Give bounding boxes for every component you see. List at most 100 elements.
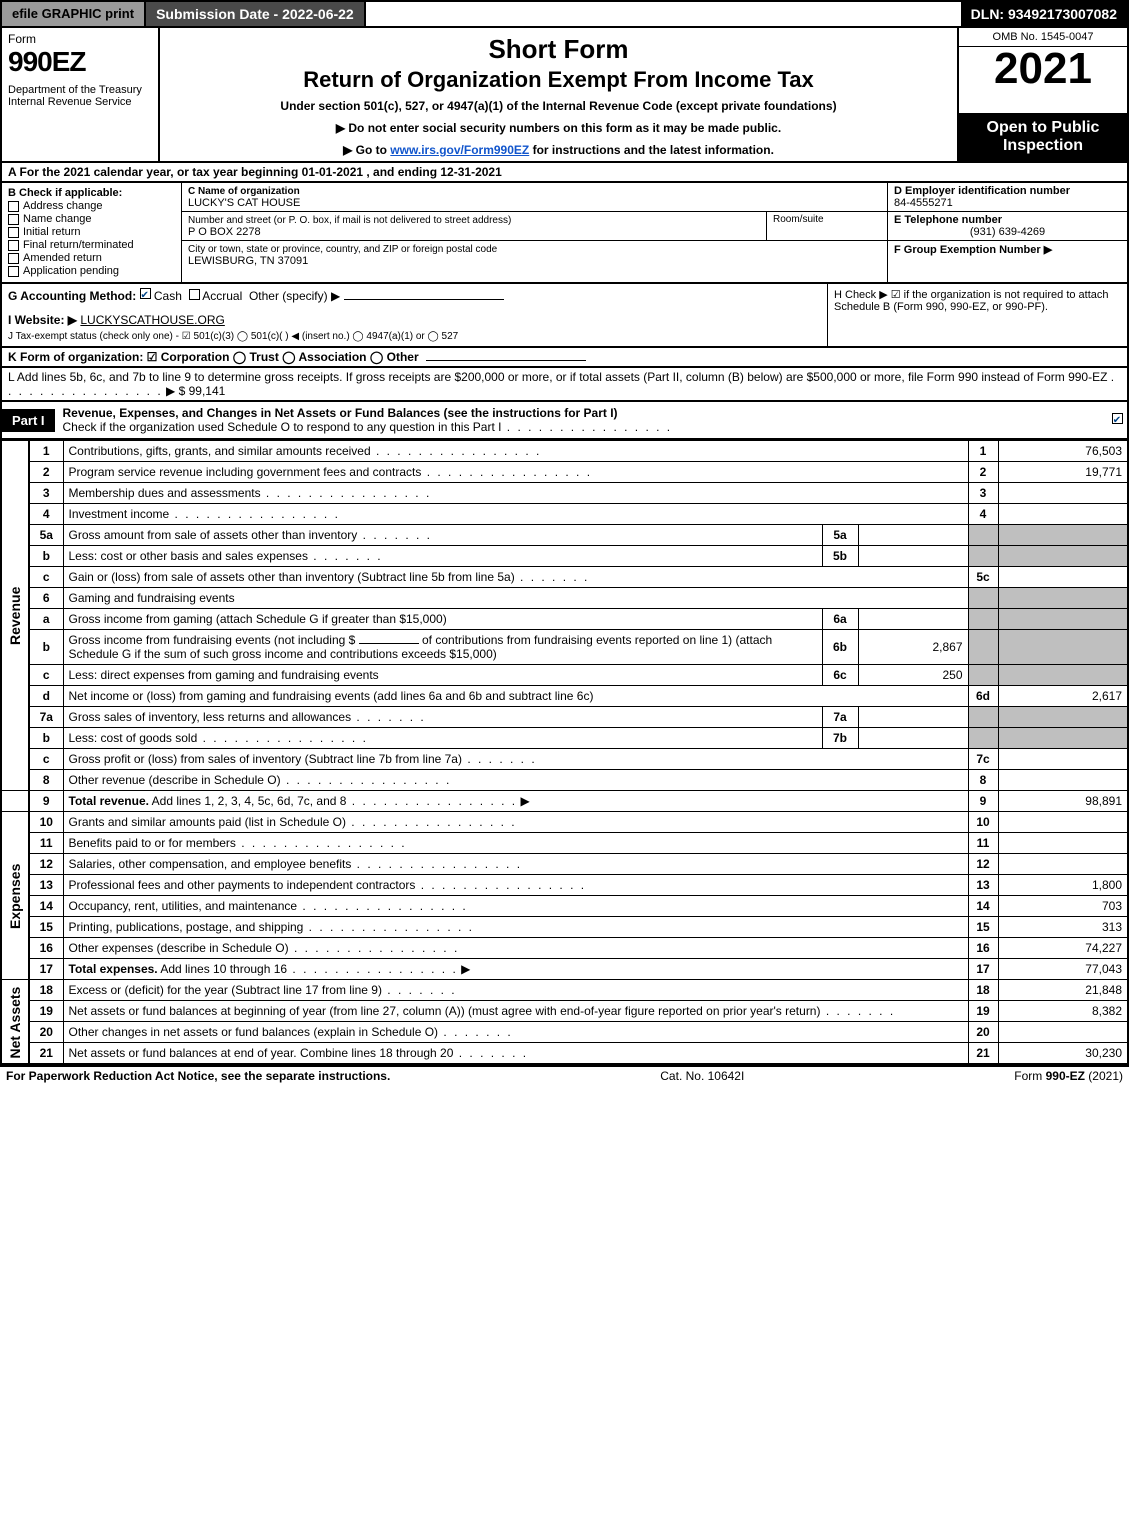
irs-link[interactable]: www.irs.gov/Form990EZ (390, 143, 529, 157)
ln-11-desc: Benefits paid to or for members (63, 833, 968, 854)
checkbox-accrual[interactable] (189, 289, 200, 300)
k-other-line[interactable] (426, 360, 586, 361)
header-mid: Short Form Return of Organization Exempt… (160, 28, 957, 161)
checkbox-final-return[interactable] (8, 240, 19, 251)
ln-10-desc: Grants and similar amounts paid (list in… (63, 812, 968, 833)
ln-6b-blank[interactable] (359, 643, 419, 644)
ln-20-rnum: 20 (968, 1022, 998, 1043)
ln-7c-desc: Gross profit or (loss) from sales of inv… (63, 749, 968, 770)
ln-4-num: 4 (29, 504, 63, 525)
ln-5a-mn: 5a (822, 525, 858, 546)
street-label: Number and street (or P. O. box, if mail… (188, 215, 511, 226)
checkbox-initial-return[interactable] (8, 227, 19, 238)
ln-5b-num: b (29, 546, 63, 567)
org-city: LEWISBURG, TN 37091 (188, 255, 308, 267)
ln-6d-amt: 2,617 (998, 686, 1128, 707)
ln-13-rnum: 13 (968, 875, 998, 896)
page-footer: For Paperwork Reduction Act Notice, see … (0, 1065, 1129, 1085)
g-other-line[interactable] (344, 299, 504, 300)
part1-subtitle: Check if the organization used Schedule … (63, 420, 502, 434)
c-city-block: City or town, state or province, country… (182, 241, 887, 269)
ln-8-text: Other revenue (describe in Schedule O) (69, 773, 452, 787)
ln-6c-shade-amt (998, 665, 1128, 686)
ln-5c-desc: Gain or (loss) from sale of assets other… (63, 567, 968, 588)
city-label: City or town, state or province, country… (188, 244, 497, 255)
ln-20-text: Other changes in net assets or fund bala… (69, 1025, 513, 1039)
e-tel-block: E Telephone number (931) 639-4269 (888, 212, 1127, 241)
ln-6c-ma: 250 (858, 665, 968, 686)
ln-3-rnum: 3 (968, 483, 998, 504)
short-form-title: Short Form (168, 34, 949, 65)
department-label: Department of the Treasury Internal Reve… (8, 84, 152, 108)
l-amount: 99,141 (189, 384, 226, 398)
checkbox-schedule-o[interactable] (1112, 413, 1123, 424)
ln-15-amt: 313 (998, 917, 1128, 938)
ln-21-text: Net assets or fund balances at end of ye… (69, 1046, 529, 1060)
ln-13-text: Professional fees and other payments to … (69, 878, 587, 892)
ln-6c-desc: Less: direct expenses from gaming and fu… (63, 665, 822, 686)
ln-6b-pre: Gross income from fundraising events (no… (69, 633, 356, 647)
footer-left: For Paperwork Reduction Act Notice, see … (6, 1069, 390, 1083)
ln-2-num: 2 (29, 462, 63, 483)
ln-9-rnum: 9 (968, 791, 998, 812)
ln-8-num: 8 (29, 770, 63, 791)
ln-1-rnum: 1 (968, 441, 998, 462)
ln-7a-text: Gross sales of inventory, less returns a… (69, 710, 426, 724)
checkbox-application-pending[interactable] (8, 266, 19, 277)
ln-19-desc: Net assets or fund balances at beginning… (63, 1001, 968, 1022)
i-label: I Website: ▶ (8, 313, 77, 327)
ln-5a-text: Gross amount from sale of assets other t… (69, 528, 433, 542)
col-gij: G Accounting Method: Cash Accrual Other … (2, 284, 827, 346)
ein-value: 84-4555271 (894, 197, 953, 209)
ln-3-text: Membership dues and assessments (69, 486, 432, 500)
org-street: P O BOX 2278 (188, 226, 261, 238)
ln-9-bold: Total revenue. (69, 794, 149, 808)
ln-10-amt (998, 812, 1128, 833)
ln-17-num: 17 (29, 959, 63, 980)
ln-7c-rnum: 7c (968, 749, 998, 770)
ln-6d-desc: Net income or (loss) from gaming and fun… (63, 686, 968, 707)
ln-6-num: 6 (29, 588, 63, 609)
col-c-org: C Name of organization LUCKY'S CAT HOUSE… (182, 183, 887, 282)
ln-13-amt: 1,800 (998, 875, 1128, 896)
ln-7a-num: 7a (29, 707, 63, 728)
opt-amended-return: Amended return (23, 252, 102, 264)
checkbox-cash[interactable] (140, 288, 151, 299)
ln-6b-shade (968, 630, 998, 665)
ln-3-amt (998, 483, 1128, 504)
ln-4-rnum: 4 (968, 504, 998, 525)
ln-14-num: 14 (29, 896, 63, 917)
ln-20-amt (998, 1022, 1128, 1043)
ln-17-dots (287, 962, 458, 976)
ln-6c-shade (968, 665, 998, 686)
ln-2-amt: 19,771 (998, 462, 1128, 483)
ln-21-rnum: 21 (968, 1043, 998, 1065)
ln-6a-shade-amt (998, 609, 1128, 630)
checkbox-name-change[interactable] (8, 214, 19, 225)
ln-11-num: 11 (29, 833, 63, 854)
header-right: OMB No. 1545-0047 2021 Open to Public In… (957, 28, 1127, 161)
ln-6b-shade-amt (998, 630, 1128, 665)
part1-title-block: Revenue, Expenses, and Changes in Net As… (55, 402, 1107, 438)
f-label: F Group Exemption Number ▶ (894, 244, 1052, 256)
checkbox-amended-return[interactable] (8, 253, 19, 264)
ln-10-num: 10 (29, 812, 63, 833)
ln-5b-ma (858, 546, 968, 567)
website-value[interactable]: LUCKYSCATHOUSE.ORG (80, 313, 224, 327)
ln-5b-shade-amt (998, 546, 1128, 567)
tax-year: 2021 (959, 47, 1127, 91)
opt-final-return: Final return/terminated (23, 239, 134, 251)
c-name-block: C Name of organization LUCKY'S CAT HOUSE (182, 183, 887, 212)
ln-7c-amt (998, 749, 1128, 770)
efile-print-button[interactable]: efile GRAPHIC print (2, 2, 146, 26)
ln-21-desc: Net assets or fund balances at end of ye… (63, 1043, 968, 1065)
ln-21-num: 21 (29, 1043, 63, 1065)
ln-2-rnum: 2 (968, 462, 998, 483)
checkbox-address-change[interactable] (8, 201, 19, 212)
ln-5a-shade-amt (998, 525, 1128, 546)
ln-2-desc: Program service revenue including govern… (63, 462, 968, 483)
ln-14-amt: 703 (998, 896, 1128, 917)
ln-18-text: Excess or (deficit) for the year (Subtra… (69, 983, 382, 997)
form-number: 990EZ (8, 46, 152, 78)
top-bar: efile GRAPHIC print Submission Date - 20… (0, 0, 1129, 28)
